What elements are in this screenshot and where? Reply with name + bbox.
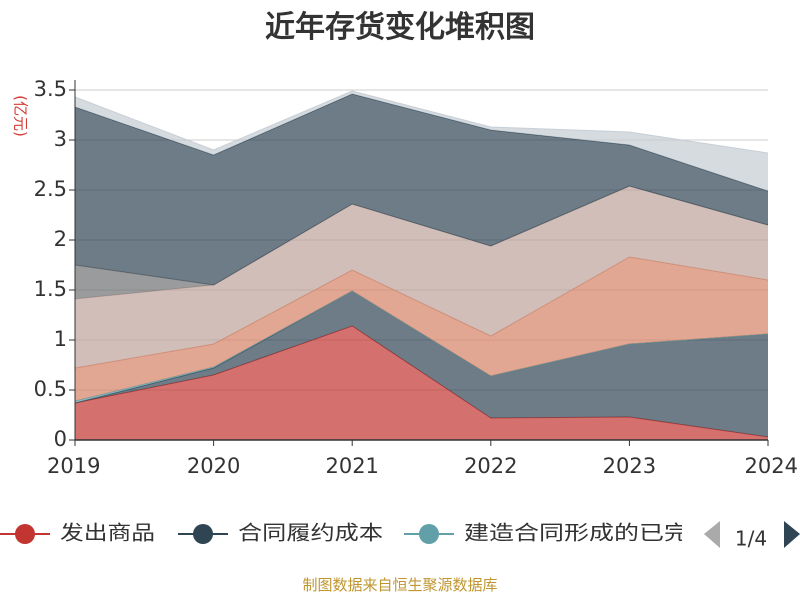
legend[interactable]: 发出商品 合同履约成本 建造合同形成的已完 <box>0 521 689 545</box>
area-series-layer <box>74 90 769 440</box>
x-tick-label: 2023 <box>603 454 656 478</box>
area-series-5 <box>75 186 768 368</box>
y-tick-label: 3 <box>54 127 67 151</box>
legend-next-arrow-icon[interactable] <box>784 521 800 548</box>
y-tick-label: 3.5 <box>34 77 67 101</box>
legend-label: 合同履约成本 <box>238 521 383 545</box>
area-series-1 <box>75 326 768 440</box>
legend-prev-arrow-icon[interactable] <box>704 521 720 548</box>
area-series-6 <box>75 186 768 299</box>
axes: 0 0.5 1 1.5 2 2.5 3 3.5 2019 2020 2021 2022 2023 2024 <box>34 77 798 478</box>
y-axis-unit-label: (亿元) <box>12 95 30 137</box>
x-tick-label: 2020 <box>187 454 240 478</box>
y-tick-label: 1.5 <box>34 277 67 301</box>
y-tick-label: 0 <box>54 427 67 451</box>
y-tick-label: 2.5 <box>34 177 67 201</box>
legend-circle-marker <box>15 524 35 544</box>
legend-item[interactable]: 合同履约成本 <box>178 521 383 545</box>
legend-page-indicator: 1/4 <box>735 527 767 551</box>
area-series-8 <box>75 91 768 191</box>
legend-item[interactable]: 建造合同形成的已完 <box>404 521 689 545</box>
y-tick-label: 2 <box>54 227 67 251</box>
x-tick-label: 2022 <box>464 454 517 478</box>
legend-label: 建造合同形成的已完 <box>464 521 689 545</box>
legend-item[interactable]: 发出商品 <box>0 521 155 545</box>
legend-circle-marker <box>419 524 439 544</box>
y-tick-label: 0.5 <box>34 377 67 401</box>
legend-label: 发出商品 <box>60 521 155 545</box>
x-tick-label: 2024 <box>745 454 798 478</box>
legend-circle-marker <box>193 524 213 544</box>
area-series-4 <box>75 257 768 401</box>
area-series-line-8 <box>74 90 769 154</box>
data-source-note: 制图数据来自恒生聚源数据库 <box>302 576 497 594</box>
y-tick-label: 1 <box>54 327 67 351</box>
x-tick-label: 2021 <box>325 454 378 478</box>
chart-title: 近年存货变化堆积图 <box>265 10 535 45</box>
x-tick-label: 2019 <box>47 454 100 478</box>
area-series-2 <box>75 291 768 437</box>
